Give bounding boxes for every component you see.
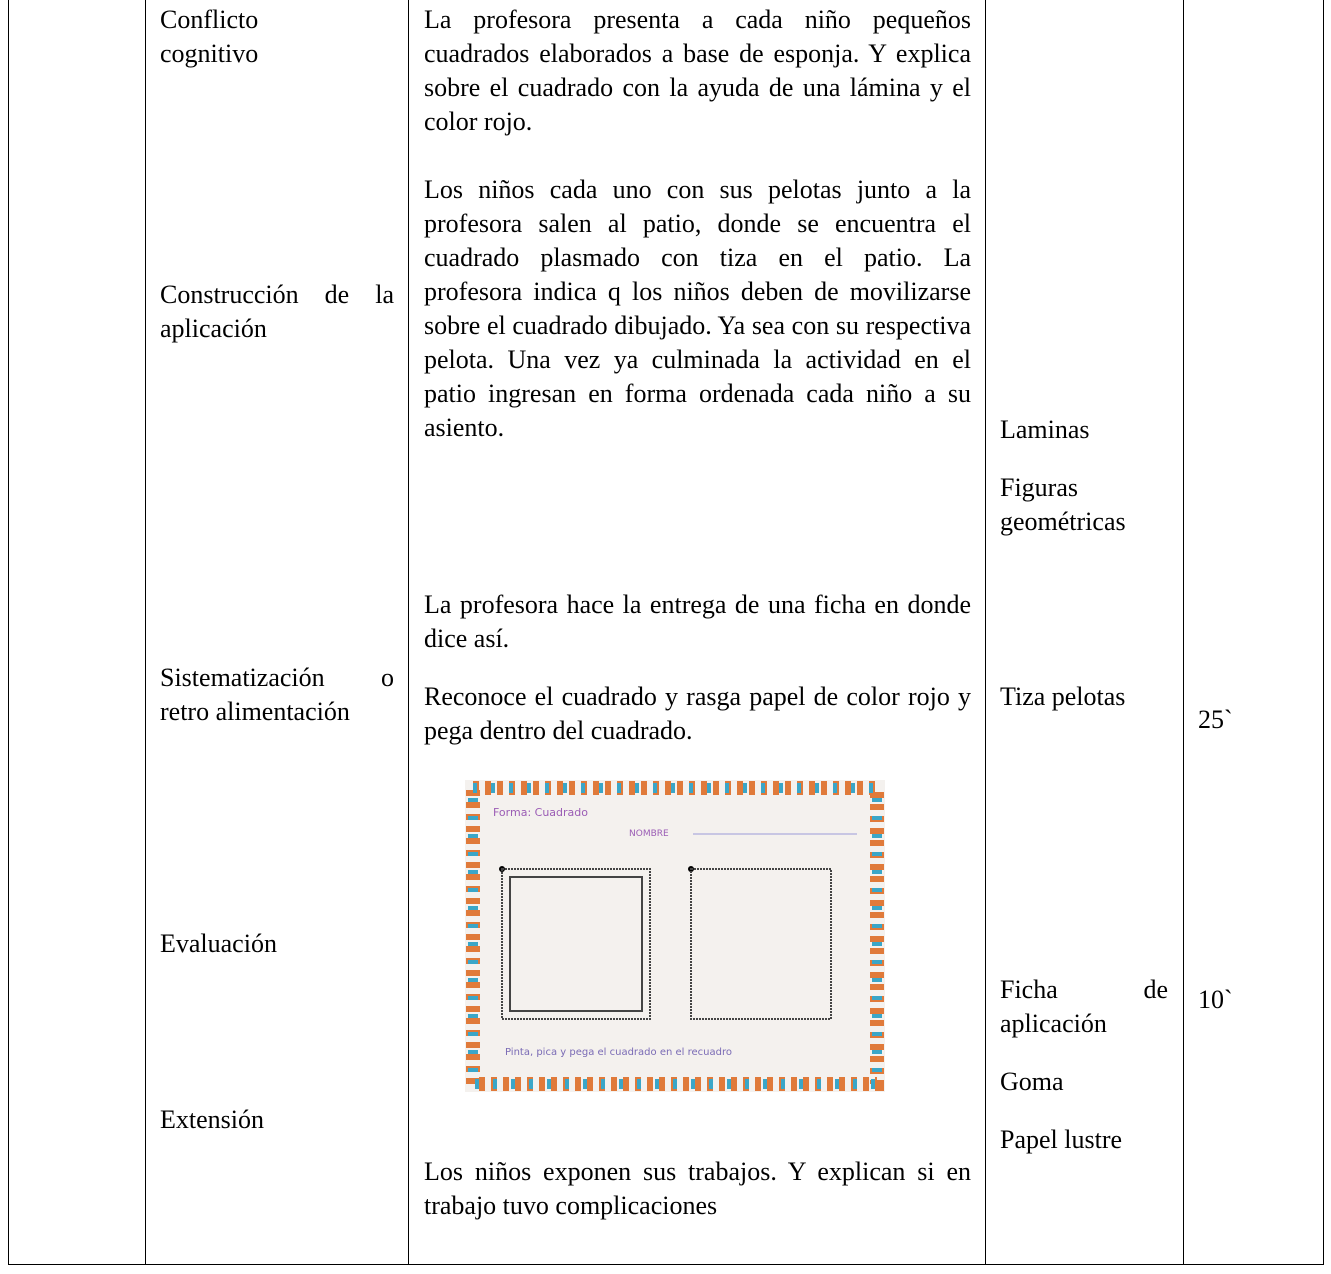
activity: Los niños cada uno con sus pelotas junto… [424, 175, 971, 442]
activity: Reconoce el cuadrado y rasga papel de co… [424, 682, 971, 745]
worksheet-instruction: Pinta, pica y pega el cuadrado en el rec… [505, 1047, 732, 1058]
resource: Ficha de aplicación [1000, 975, 1168, 1038]
resource: Figuras geométricas [1000, 473, 1126, 536]
worksheet-background [465, 780, 885, 1092]
resource: Tiza pelotas [1000, 682, 1126, 711]
border [1183, 0, 1184, 1264]
stage: Conflicto cognitivo [160, 5, 259, 68]
resource: Papel lustre [1000, 1125, 1123, 1154]
worksheet-image: Forma: Cuadrado NOMBRE Pinta, pica y peg… [465, 780, 885, 1092]
worksheet-title: Forma: Cuadrado [493, 806, 588, 819]
stage: Sistematización o retro alimentación [160, 663, 394, 726]
border [1323, 0, 1324, 1264]
border [8, 0, 9, 1264]
square [690, 868, 832, 1020]
square [501, 868, 651, 1020]
border [8, 1264, 1324, 1265]
activity: Los niños exponen sus trabajos. Y explic… [424, 1157, 971, 1220]
stage: Evaluación [160, 929, 277, 958]
square [509, 876, 643, 1012]
resource: Goma [1000, 1067, 1064, 1096]
activity: La profesora presenta a cada niño pequeñ… [424, 5, 971, 136]
flower-border [468, 783, 882, 1089]
stage: Construcción de la aplicación [160, 280, 394, 343]
border [145, 0, 146, 1264]
worksheet-name-label: NOMBRE [629, 829, 669, 839]
resource: Laminas [1000, 415, 1090, 444]
border [408, 0, 409, 1264]
stage: Extensión [160, 1105, 264, 1134]
border [985, 0, 986, 1264]
time: 10` [1198, 985, 1233, 1014]
time: 25` [1198, 705, 1233, 734]
activity: La profesora hace la entrega de una fich… [424, 590, 971, 653]
